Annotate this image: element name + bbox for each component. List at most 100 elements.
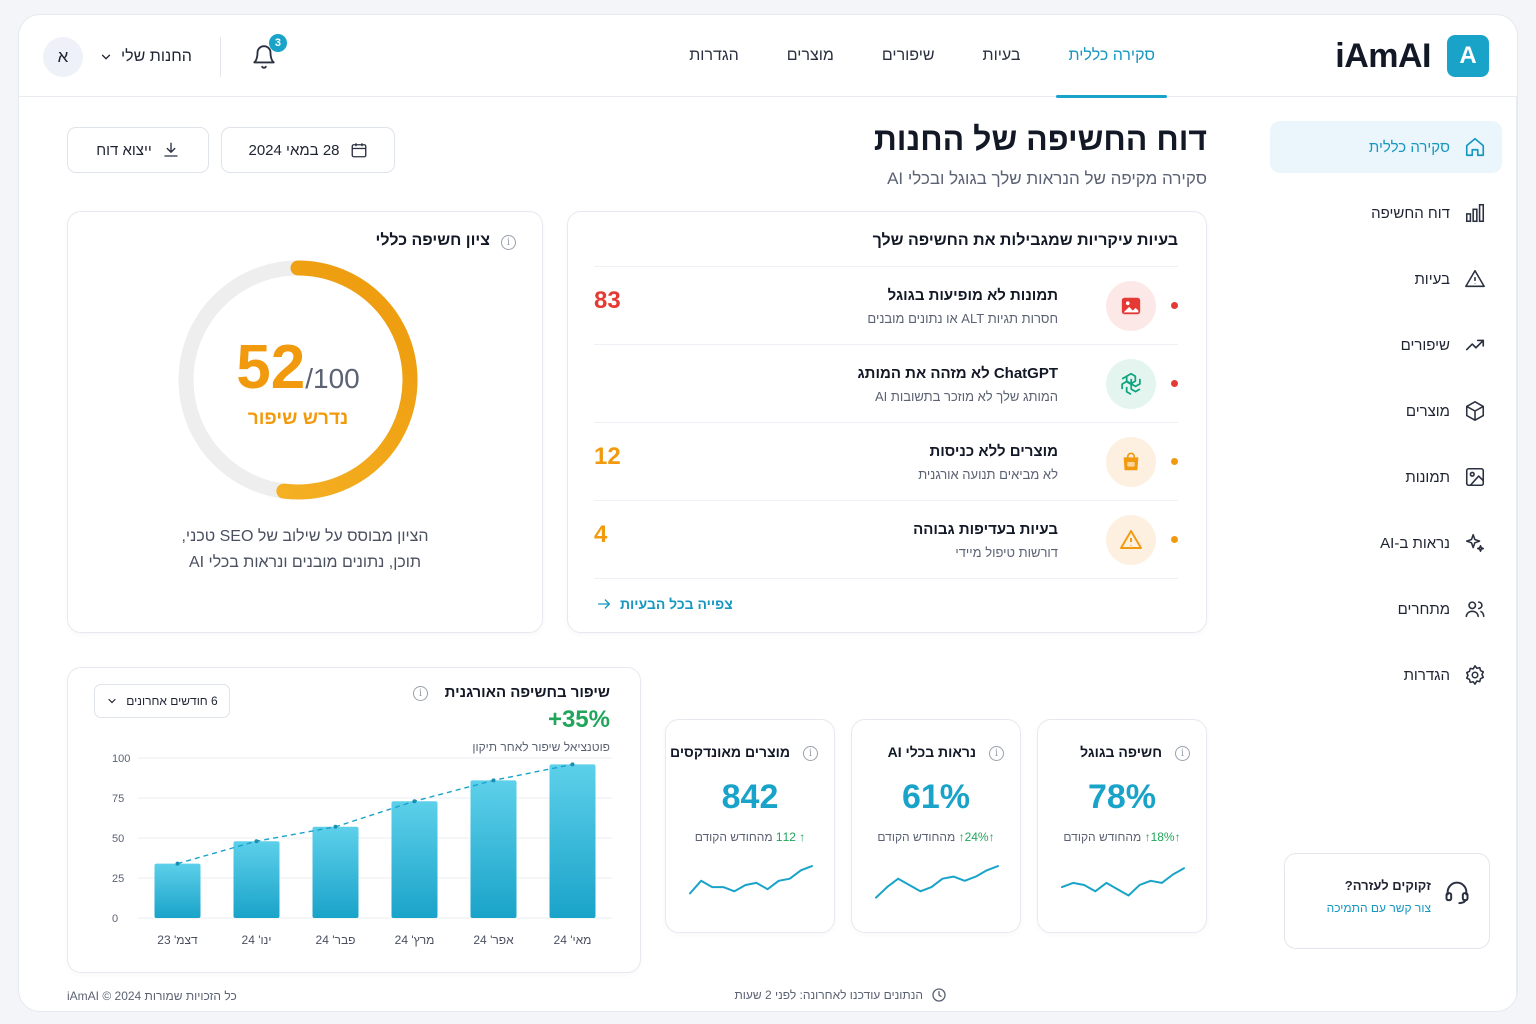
score-desc-line: תוכן, נתונים מובנים ונראות בכלי AI bbox=[188, 554, 421, 571]
y-tick-label: 0 bbox=[112, 913, 118, 925]
sidebar-item-settings[interactable]: הגדרות bbox=[1270, 649, 1502, 701]
score-desc-line: הציון מבוסס על שילוב של SEO טכני, bbox=[181, 528, 429, 545]
issues-card: בעיות עיקריות שמגבילות את החשיפה שלך תמו… bbox=[567, 211, 1207, 633]
info-icon[interactable]: i bbox=[803, 746, 818, 761]
date-label: 28 במאי 2024 bbox=[248, 141, 340, 159]
issue-title: בעיות בעדיפות גבוהה bbox=[913, 521, 1058, 538]
warning-icon bbox=[1465, 269, 1485, 288]
issue-count: 83 bbox=[594, 287, 621, 314]
metric-delta: ↑ 112 מהחודש הקודם bbox=[666, 830, 834, 844]
tab-products[interactable]: מוצרים bbox=[786, 47, 834, 64]
data-point bbox=[254, 839, 259, 844]
metric-delta-value: 18% bbox=[1150, 830, 1175, 844]
sidebar-item-issues[interactable]: בעיות bbox=[1270, 253, 1502, 305]
sidebar-item-competitors[interactable]: מתחרים bbox=[1270, 583, 1502, 635]
clock-icon bbox=[932, 988, 946, 1002]
score-value: 52 bbox=[236, 333, 306, 402]
avatar[interactable]: א bbox=[43, 37, 83, 77]
info-icon[interactable]: i bbox=[413, 686, 428, 701]
info-icon[interactable]: i bbox=[989, 746, 1004, 761]
issue-row-products[interactable]: מוצרים ללא כניסות לא מביאים תנועה אורגני… bbox=[594, 422, 1178, 500]
date-picker-button[interactable]: 28 במאי 2024 bbox=[221, 127, 395, 173]
tab-overview[interactable]: סקירה כללית bbox=[1044, 15, 1179, 98]
bar bbox=[391, 801, 438, 918]
issue-count: 12 bbox=[594, 443, 621, 470]
sidebar-item-label: בעיות bbox=[1414, 270, 1450, 288]
issue-icon-wrap bbox=[1106, 281, 1156, 331]
sidebar-item-exposure-report[interactable]: דוח החשיפה bbox=[1270, 187, 1502, 239]
trending-up-icon bbox=[1465, 339, 1485, 351]
score-value-group: 52/100 bbox=[176, 332, 420, 403]
sparkline-path bbox=[875, 865, 999, 899]
box-icon bbox=[1465, 401, 1485, 421]
metric-delta: ↑24%↑ מהחודש הקודם bbox=[852, 830, 1020, 844]
info-icon[interactable]: i bbox=[501, 235, 516, 250]
export-label: ייצוא דוח bbox=[96, 141, 152, 159]
last-updated: הנתונים עודכנו לאחרונה: לפני 2 שעות bbox=[734, 987, 947, 1003]
tab-settings[interactable]: הגדרות bbox=[689, 47, 739, 64]
issue-row-images[interactable]: תמונות לא מופיעות בגוגל חסרות תגיות ALT … bbox=[594, 266, 1178, 344]
potential-label: פוטנציאל שיפור לאחר תיקון bbox=[472, 740, 610, 754]
sidebar-item-images[interactable]: תמונות bbox=[1270, 451, 1502, 503]
image-icon bbox=[1121, 297, 1141, 315]
store-selector-label: החנות שלי bbox=[121, 48, 192, 65]
score-description: הציון מבוסס על שילוב של SEO טכני, תוכן, … bbox=[68, 524, 542, 576]
help-title: זקוקים לעזרה? bbox=[1344, 878, 1431, 893]
severity-dot bbox=[1171, 380, 1178, 387]
issue-count: 4 bbox=[594, 521, 608, 548]
top-bar: iAmAI A סקירה כללית בעיות שיפורים מוצרים… bbox=[19, 15, 1517, 98]
contact-support-link[interactable]: צור קשר עם התמיכה bbox=[1326, 901, 1431, 915]
y-tick-label: 75 bbox=[112, 793, 124, 805]
sparkline bbox=[689, 865, 813, 895]
metric-delta-label: מהחודש הקודם bbox=[877, 830, 956, 844]
store-selector[interactable]: החנות שלי bbox=[99, 48, 192, 66]
data-point bbox=[570, 762, 575, 767]
growth-card: שיפור בחשיפה האורגנית i +35% פוטנציאל שי… bbox=[67, 667, 641, 973]
metric-delta: ↑18%↑ מהחודש הקודם bbox=[1038, 830, 1206, 844]
info-icon[interactable]: i bbox=[1175, 746, 1190, 761]
sidebar-item-products[interactable]: מוצרים bbox=[1270, 385, 1502, 437]
severity-dot bbox=[1171, 302, 1178, 309]
period-select[interactable]: 6 חודשים אחרונים bbox=[94, 684, 230, 718]
issue-row-chatgpt[interactable]: ChatGPT לא מזהה את המותג המותג שלך לא מו… bbox=[594, 344, 1178, 422]
bar-chart-icon bbox=[1465, 203, 1485, 223]
severity-dot bbox=[1171, 458, 1178, 465]
help-card: זקוקים לעזרה? צור קשר עם התמיכה bbox=[1284, 853, 1490, 949]
metric-delta-value: 24% bbox=[964, 830, 989, 844]
brand-logo[interactable]: iAmAI A bbox=[1335, 35, 1489, 77]
arrow-icon bbox=[598, 599, 610, 609]
issue-desc: דורשות טיפול מיידי bbox=[955, 545, 1058, 560]
tab-improvements[interactable]: שיפורים bbox=[881, 47, 935, 64]
tab-issues[interactable]: בעיות bbox=[982, 47, 1021, 64]
score-status: נדרש שיפור bbox=[247, 408, 349, 429]
sidebar-item-overview[interactable]: סקירה כללית bbox=[1270, 121, 1502, 173]
top-nav: סקירה כללית בעיות שיפורים מוצרים הגדרות bbox=[665, 15, 1179, 98]
sidebar-item-ai-visibility[interactable]: נראות ב-AI bbox=[1270, 517, 1502, 569]
divider bbox=[594, 578, 1178, 579]
x-tick-label: ינו' 24 bbox=[242, 933, 272, 947]
warning-icon bbox=[1120, 530, 1142, 549]
home-icon bbox=[1465, 137, 1485, 157]
metric-card-ai: i נראות בכלי AI 61% ↑24%↑ מהחודש הקודם bbox=[851, 719, 1021, 933]
app-window: iAmAI A סקירה כללית בעיות שיפורים מוצרים… bbox=[18, 14, 1518, 1012]
sidebar: סקירה כללית דוח החשיפה בעיות שיפורים מוצ… bbox=[1257, 97, 1517, 1011]
score-gauge bbox=[178, 260, 418, 500]
bar bbox=[154, 863, 201, 918]
bar bbox=[312, 826, 359, 918]
y-tick-label: 100 bbox=[112, 753, 130, 765]
sidebar-item-label: נראות ב-AI bbox=[1380, 534, 1450, 552]
x-tick-label: מאי' 24 bbox=[554, 933, 592, 947]
brand-name: iAmAI bbox=[1335, 36, 1431, 75]
view-all-issues-link[interactable]: צפייה בכל הבעיות bbox=[596, 596, 733, 612]
sparkle-icon bbox=[1465, 533, 1485, 553]
growth-title: שיפור בחשיפה האורגנית bbox=[444, 684, 610, 701]
sidebar-item-improvements[interactable]: שיפורים bbox=[1270, 319, 1502, 371]
notifications-button[interactable]: 3 bbox=[251, 34, 287, 70]
export-report-button[interactable]: ייצוא דוח bbox=[67, 127, 209, 173]
issue-row-high-priority[interactable]: בעיות בעדיפות גבוהה דורשות טיפול מיידי 4 bbox=[594, 500, 1178, 578]
arrow-up-icon: ↑ bbox=[799, 830, 806, 844]
users-icon bbox=[1465, 601, 1485, 618]
x-tick-label: מרץ' 24 bbox=[395, 933, 435, 947]
view-all-issues-label: צפייה בכל הבעיות bbox=[620, 596, 733, 612]
sidebar-item-label: תמונות bbox=[1405, 468, 1450, 486]
